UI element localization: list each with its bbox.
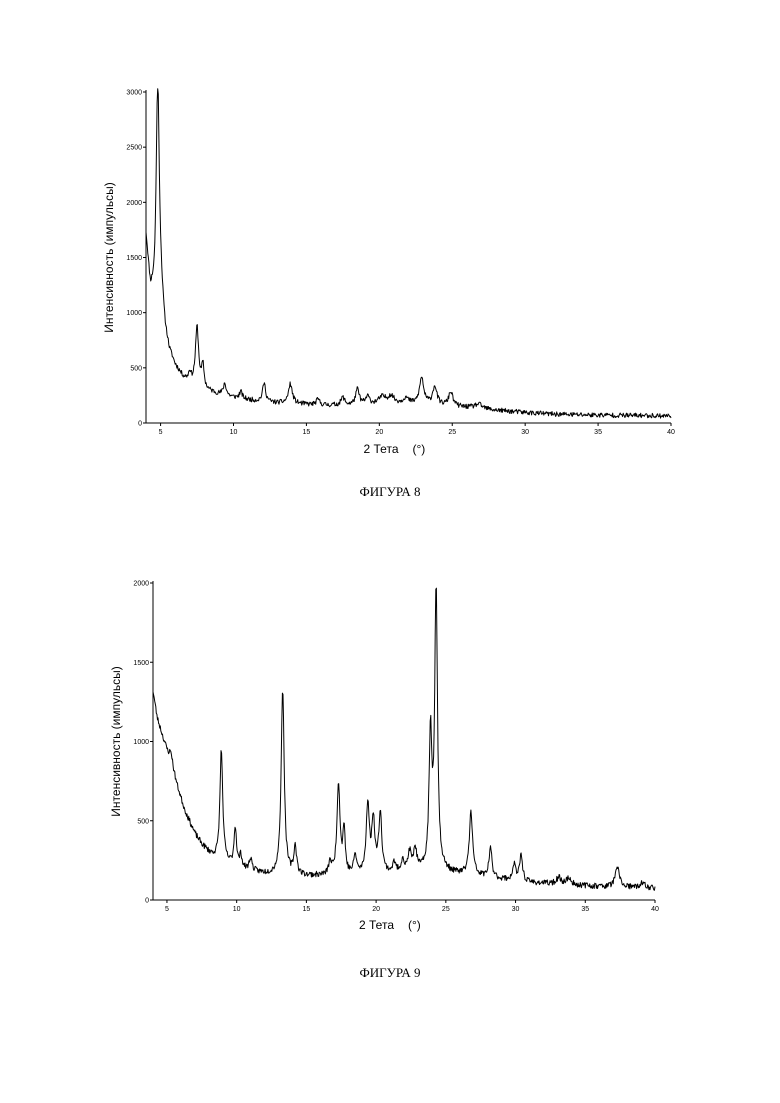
y-tick-label: 0 xyxy=(145,898,149,905)
y-tick-label: 3000 xyxy=(126,90,142,97)
figure-caption-9: ФИГУРА 9 xyxy=(0,965,780,981)
y-tick-label: 0 xyxy=(138,421,142,428)
x-tick-label: 15 xyxy=(302,906,310,913)
x-tick-label: 15 xyxy=(303,429,311,436)
y-axis-title: Интенсивность (импульсы) xyxy=(102,182,116,332)
x-tick-label: 5 xyxy=(165,906,169,913)
x-tick-label: 25 xyxy=(448,429,456,436)
xrd-chart-figure-8: 0 500 1000 1500 2000 2500 3000 5 10 15 20 25 30 35 40 2… xyxy=(102,89,675,456)
y-tick-label: 2500 xyxy=(126,145,142,152)
x-tick-label: 35 xyxy=(581,906,589,913)
x-tick-label: 30 xyxy=(512,906,520,913)
x-axis-unit: (°) xyxy=(408,918,421,932)
x-tick-label: 40 xyxy=(667,429,675,436)
x-axis-title: 2 Тета xyxy=(359,918,394,932)
diffraction-series-line xyxy=(153,588,655,890)
figure-caption-8: ФИГУРА 8 xyxy=(0,484,780,500)
x-tick-label: 5 xyxy=(159,429,163,436)
y-tick-label: 500 xyxy=(137,818,149,825)
x-tick-label: 10 xyxy=(233,906,241,913)
x-tick-label: 20 xyxy=(375,429,383,436)
x-tick-label: 40 xyxy=(651,906,659,913)
x-tick-label: 10 xyxy=(230,429,238,436)
y-axis-title: Интенсивность (импульсы) xyxy=(109,666,123,816)
y-tick-label: 500 xyxy=(130,365,142,372)
x-axis-title: 2 Тета xyxy=(364,442,399,456)
y-tick-label: 1000 xyxy=(126,310,142,317)
x-tick-label: 25 xyxy=(442,906,450,913)
y-tick-label: 1500 xyxy=(133,660,149,667)
y-tick-label: 2000 xyxy=(133,581,149,588)
y-tick-label: 1500 xyxy=(126,255,142,262)
diffraction-series-line xyxy=(146,89,671,418)
xrd-chart-figure-9: 0 500 1000 1500 2000 5 10 15 20 25 30 35 40 2 Тета (°)… xyxy=(109,581,659,933)
y-tick-label: 1000 xyxy=(133,739,149,746)
x-tick-label: 20 xyxy=(372,906,380,913)
y-tick-label: 2000 xyxy=(126,200,142,207)
x-tick-label: 30 xyxy=(521,429,529,436)
x-axis-unit: (°) xyxy=(413,442,426,456)
x-tick-label: 35 xyxy=(594,429,602,436)
